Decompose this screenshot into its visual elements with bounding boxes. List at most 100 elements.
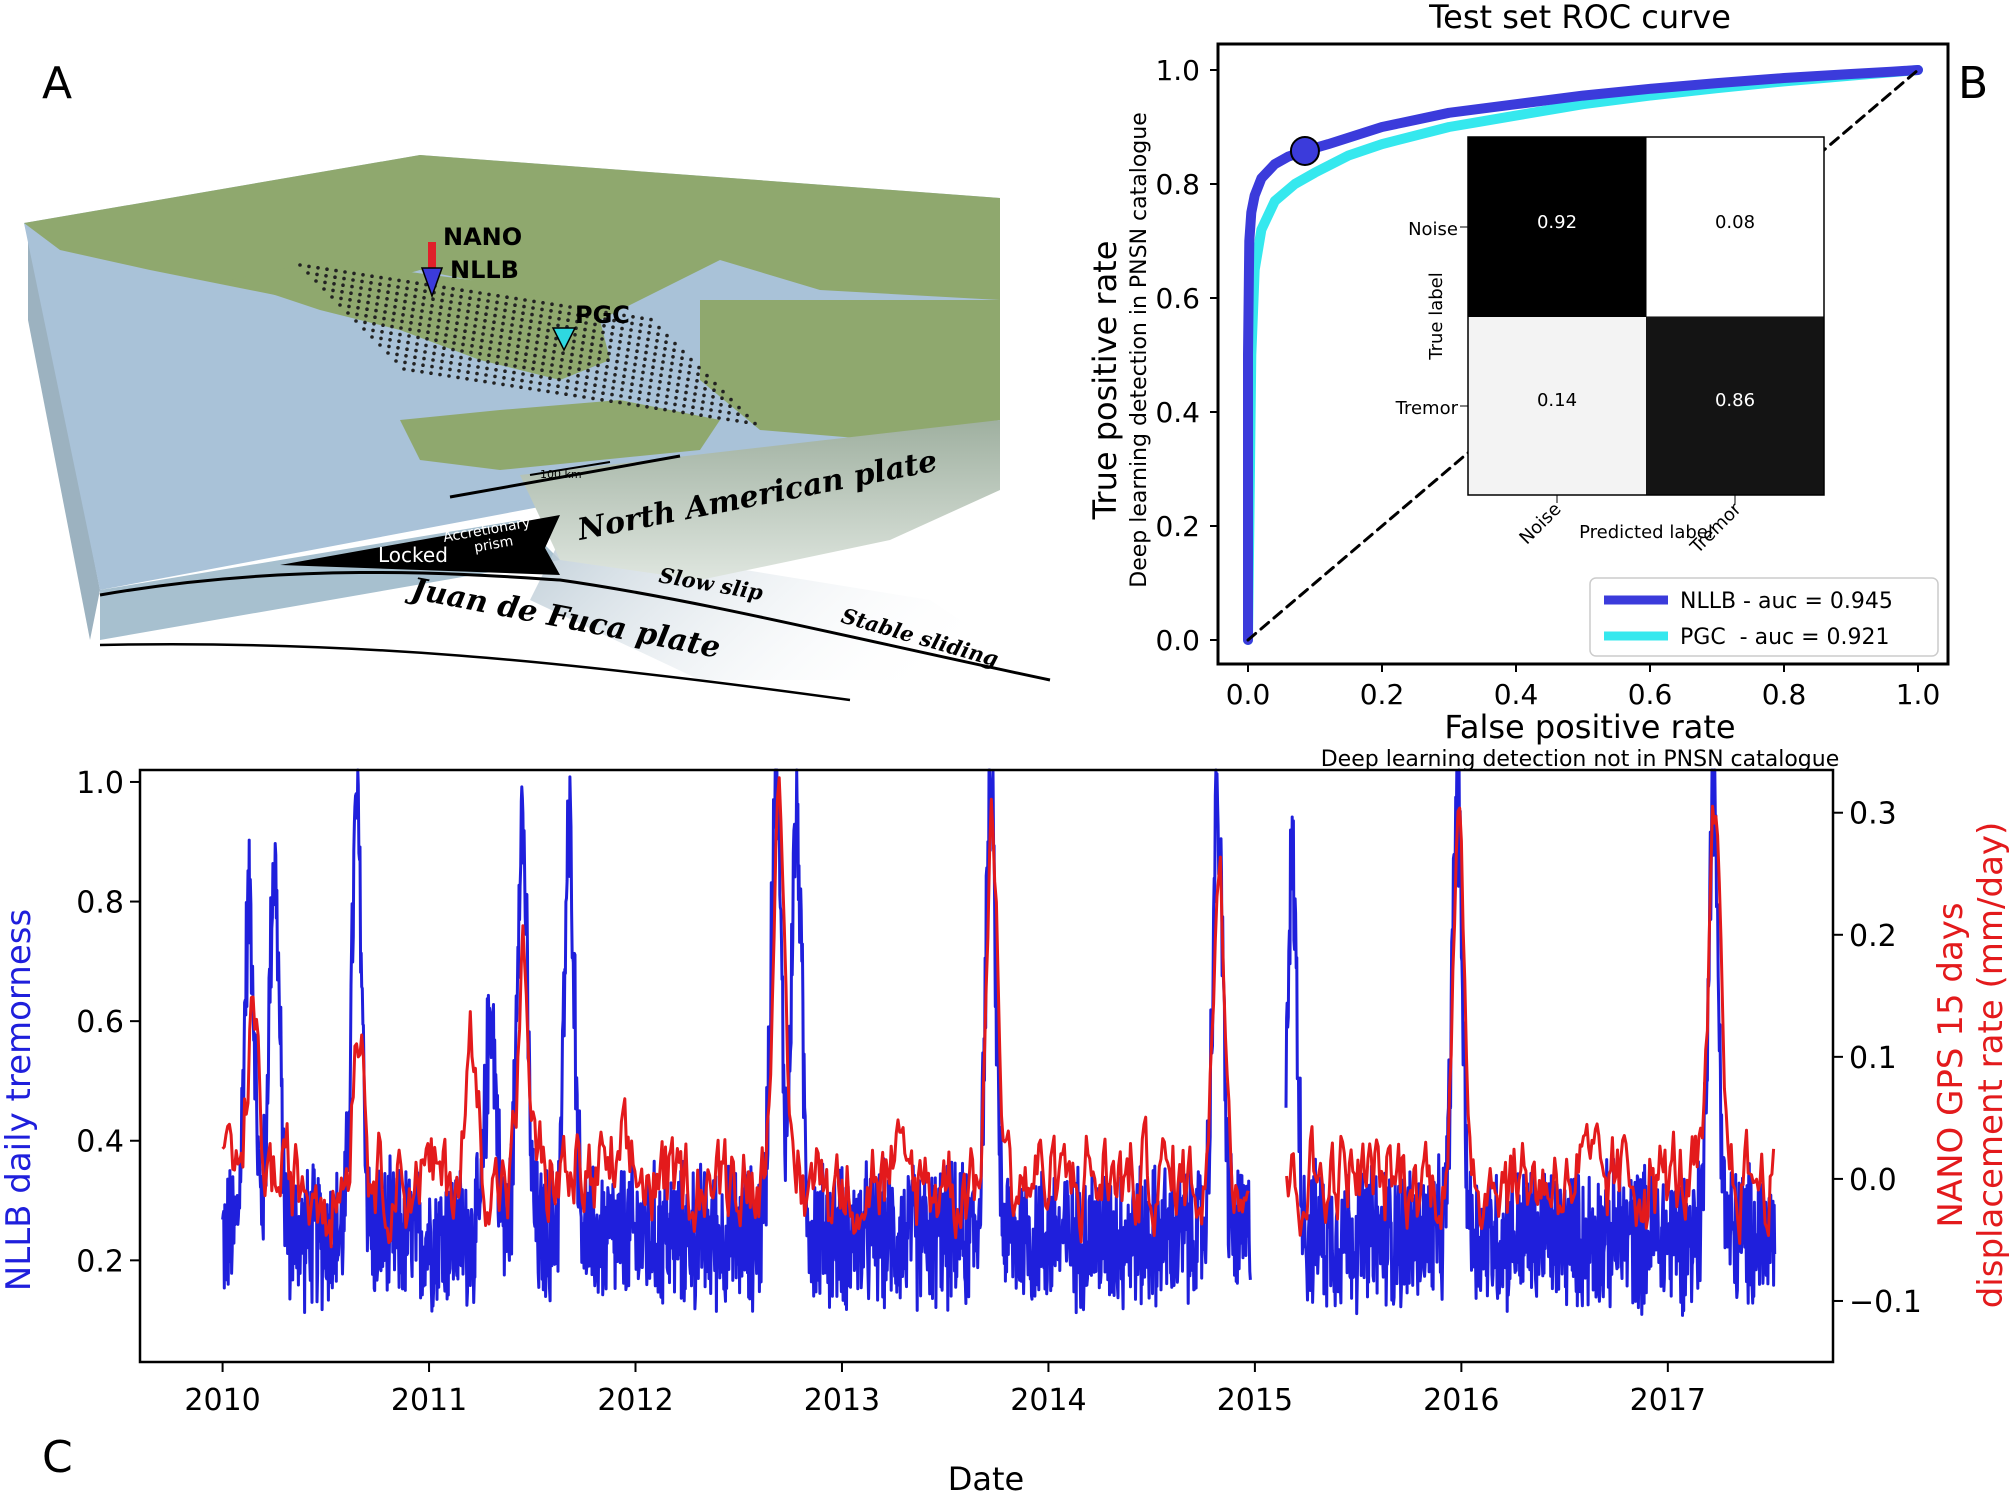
north-american-cliff xyxy=(520,420,1000,580)
ts-ylabel-left: NLLB daily tremorness xyxy=(0,909,39,1291)
tremor-dot xyxy=(644,350,648,355)
tremor-dot xyxy=(546,389,550,394)
tremor-dot xyxy=(631,315,635,319)
tremor-dot xyxy=(606,358,610,363)
tremor-dot xyxy=(427,323,431,328)
tremor-dot xyxy=(388,277,392,281)
tremor-dot xyxy=(522,365,526,370)
tremor-dot xyxy=(637,397,641,401)
tremor-dot xyxy=(459,295,463,299)
tremor-dot xyxy=(619,333,623,338)
tremor-dot xyxy=(395,352,399,357)
tremor-dot xyxy=(681,410,685,415)
tremor-dot xyxy=(520,378,524,383)
legend-label-pgc: PGC - auc = 0.921 xyxy=(1680,625,1890,650)
tremor-dot xyxy=(481,332,485,336)
tremor-dot xyxy=(423,289,427,294)
tremor-dot xyxy=(457,369,461,373)
tremor-dot xyxy=(377,289,381,293)
tremor-dot xyxy=(640,377,644,381)
tremor-dot xyxy=(469,289,473,294)
tremor-dot xyxy=(601,391,605,396)
roc-ytick-label: 0.6 xyxy=(1155,282,1200,315)
tremor-dot xyxy=(383,310,387,314)
tremor-dot xyxy=(440,359,444,364)
tremor-dot xyxy=(668,374,672,379)
tremor-dot xyxy=(411,307,415,312)
tremor-dot xyxy=(639,383,643,388)
tremor-dot xyxy=(605,365,609,369)
tremor-dot xyxy=(431,358,435,362)
tremor-dot xyxy=(332,282,336,286)
tremor-dot xyxy=(386,351,390,355)
tremor-dot xyxy=(425,337,429,341)
tremor-dot xyxy=(315,272,319,277)
scale-bar-label: 100 km xyxy=(540,468,582,481)
tremor-dot xyxy=(475,371,479,376)
tremor-dot xyxy=(366,300,370,305)
tremor-dot xyxy=(641,370,645,375)
tremor-dot xyxy=(646,337,650,342)
tremor-dot xyxy=(421,363,425,368)
tremor-dot xyxy=(508,336,512,341)
nano-station-marker xyxy=(428,242,436,270)
tremor-dot xyxy=(693,392,697,396)
tremor-dot xyxy=(653,352,657,356)
tremor-dot xyxy=(692,398,696,403)
cm-value-noise-noise: 0.92 xyxy=(1537,212,1577,233)
tremor-dot xyxy=(681,349,685,354)
tremor-dot xyxy=(516,344,520,349)
tremor-dot xyxy=(594,376,598,381)
tremor-dot xyxy=(449,300,453,304)
tremor-dot xyxy=(593,322,597,327)
tremor-dot xyxy=(737,405,741,410)
tremor-dot xyxy=(555,391,559,395)
tremor-dot xyxy=(359,286,363,290)
tremor-dot xyxy=(576,313,580,317)
tremor-dot xyxy=(620,387,624,392)
roc-xtick-label: 1.0 xyxy=(1896,678,1941,711)
tremor-dot xyxy=(478,291,482,295)
tremor-dot xyxy=(672,409,676,413)
tremor-dot xyxy=(573,333,577,337)
tremor-dot xyxy=(479,345,483,350)
tremor-dot xyxy=(548,376,552,381)
tremor-dot xyxy=(413,294,417,299)
tremor-dot xyxy=(541,361,545,366)
roc-ytick-label: 0.8 xyxy=(1155,168,1200,201)
tremor-epicenter-dots xyxy=(298,263,757,426)
tremor-dot xyxy=(494,368,498,372)
tremor-dot xyxy=(656,393,660,397)
tremor-dot xyxy=(435,331,439,336)
tremor-dot xyxy=(612,318,616,323)
tremor-dot xyxy=(703,387,707,391)
cm-xlabel: Predicted label xyxy=(1579,522,1713,543)
tremor-dot xyxy=(343,270,347,274)
tremor-dot xyxy=(379,336,383,341)
ts-series-gps-rate xyxy=(221,776,1776,1249)
tremor-dot xyxy=(627,341,631,346)
tremor-dot xyxy=(575,319,579,324)
tremor-dot xyxy=(642,364,646,368)
cm-cell-noise-noise xyxy=(1468,137,1646,317)
tremor-dot xyxy=(578,360,582,365)
tremor-dot xyxy=(534,347,538,351)
tremor-dot xyxy=(542,355,546,359)
tremor-dot xyxy=(601,330,605,335)
tremor-dot xyxy=(360,279,364,284)
tremor-dot xyxy=(583,327,587,332)
tremor-dot xyxy=(649,317,653,322)
tremor-dot xyxy=(609,338,613,343)
tremor-dot xyxy=(553,343,557,348)
tremor-dot xyxy=(566,318,570,323)
tremor-dot xyxy=(519,385,523,390)
ts-xtick-label: 2014 xyxy=(1010,1383,1086,1418)
tremor-dot xyxy=(654,345,658,350)
tremor-dot xyxy=(346,311,350,315)
tremor-dot xyxy=(554,336,558,341)
tremor-dot xyxy=(334,268,338,273)
tremor-dot xyxy=(450,354,454,359)
tremor-dot xyxy=(379,275,383,280)
tremor-dot xyxy=(450,293,454,298)
tremor-dot xyxy=(421,302,425,307)
